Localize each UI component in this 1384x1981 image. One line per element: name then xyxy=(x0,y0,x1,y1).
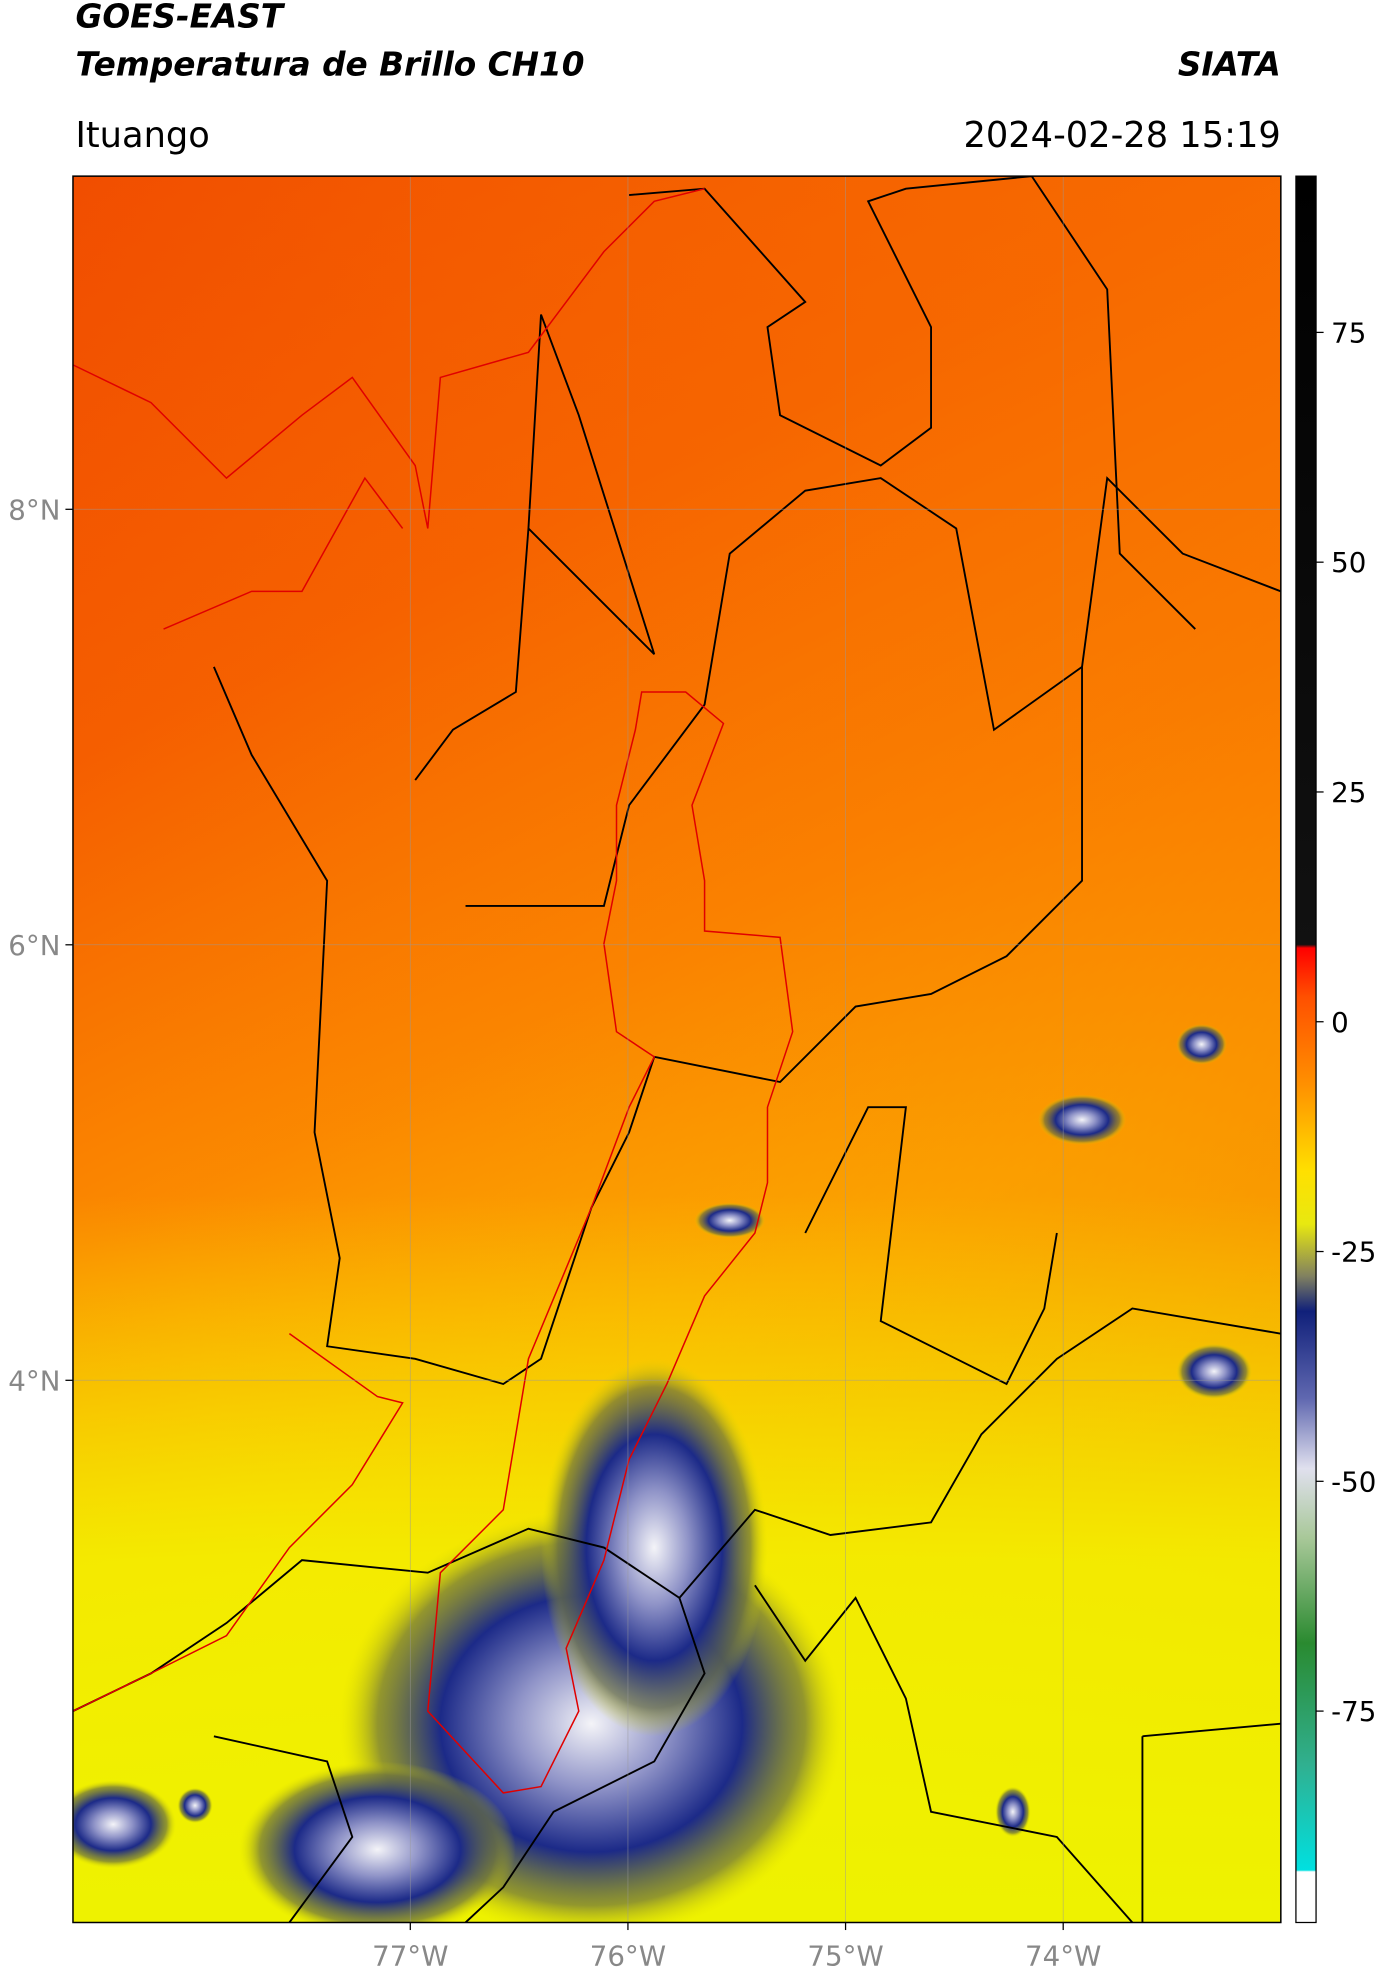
map-frame xyxy=(72,175,1282,1924)
colorbar-tick-label: 0 xyxy=(1331,1006,1349,1039)
x-tick-label: 77°W xyxy=(372,1939,448,1972)
x-tick-label: 75°W xyxy=(807,1939,883,1972)
map-image xyxy=(72,176,1281,1923)
colorbar-tick-label: 25 xyxy=(1331,776,1366,809)
colorbar-tick-label: 50 xyxy=(1331,546,1366,579)
colorbar-tick-label: -25 xyxy=(1331,1236,1376,1269)
y-tick-label: 8°N xyxy=(8,493,60,526)
chart-subtitle: Temperatura de Brillo CH10 xyxy=(75,45,584,83)
chart-title: GOES-EAST xyxy=(75,0,285,36)
region: Ituango xyxy=(75,115,209,156)
colorbar-tick-label: -75 xyxy=(1331,1695,1376,1728)
colorbar-tick-label: -50 xyxy=(1331,1465,1376,1498)
source: SIATA xyxy=(1178,45,1281,83)
x-tick-label: 76°W xyxy=(590,1939,666,1972)
y-tick-label: 4°N xyxy=(8,1364,60,1397)
datetime: 2024-02-28 15:19 xyxy=(963,115,1280,156)
x-tick-label: 74°W xyxy=(1025,1939,1101,1972)
y-tick-label: 6°N xyxy=(8,929,60,962)
colorbar xyxy=(1295,175,1317,1924)
colorbar-tick-label: 75 xyxy=(1331,316,1366,349)
